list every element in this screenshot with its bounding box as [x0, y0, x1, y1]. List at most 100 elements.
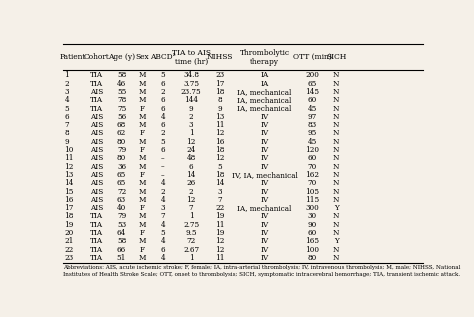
Text: 4: 4 [64, 96, 69, 104]
Text: 45: 45 [308, 105, 317, 113]
Text: AIS: AIS [90, 204, 103, 212]
Text: AIS: AIS [90, 188, 103, 196]
Text: N: N [333, 221, 339, 229]
Text: 18: 18 [64, 212, 74, 220]
Text: 20: 20 [64, 229, 73, 237]
Text: AIS: AIS [90, 154, 103, 162]
Text: IV: IV [261, 212, 269, 220]
Text: 11: 11 [64, 154, 74, 162]
Text: 51: 51 [117, 254, 126, 262]
Text: N: N [333, 146, 339, 154]
Text: 2: 2 [64, 80, 69, 88]
Text: IV: IV [261, 179, 269, 187]
Text: IA, mechanical: IA, mechanical [237, 204, 292, 212]
Text: 83: 83 [308, 121, 317, 129]
Text: N: N [333, 154, 339, 162]
Text: 90: 90 [308, 221, 317, 229]
Text: 23.75: 23.75 [181, 88, 201, 96]
Text: 12: 12 [215, 129, 224, 138]
Text: 22: 22 [215, 204, 224, 212]
Text: 66: 66 [117, 246, 126, 254]
Text: 7: 7 [217, 196, 222, 204]
Text: 3: 3 [64, 88, 69, 96]
Text: IA, mechanical: IA, mechanical [237, 88, 292, 96]
Text: N: N [333, 188, 339, 196]
Text: N: N [333, 179, 339, 187]
Text: IV: IV [261, 113, 269, 121]
Text: IA, mechanical: IA, mechanical [237, 96, 292, 104]
Text: 5: 5 [64, 105, 69, 113]
Text: IA: IA [261, 80, 269, 88]
Text: Cohort: Cohort [83, 53, 109, 61]
Text: 30: 30 [308, 212, 317, 220]
Text: 3: 3 [218, 188, 222, 196]
Text: 19: 19 [215, 229, 224, 237]
Text: 6: 6 [64, 113, 69, 121]
Text: 80: 80 [117, 154, 126, 162]
Text: Patient: Patient [60, 53, 86, 61]
Text: IV: IV [261, 254, 269, 262]
Text: 9: 9 [217, 105, 222, 113]
Text: 12: 12 [215, 154, 224, 162]
Text: F: F [140, 204, 145, 212]
Text: 58: 58 [117, 71, 126, 79]
Text: 11: 11 [215, 221, 224, 229]
Text: 18: 18 [215, 146, 224, 154]
Text: M: M [138, 221, 146, 229]
Text: IV: IV [261, 237, 269, 245]
Text: 2: 2 [160, 188, 165, 196]
Text: N: N [333, 88, 339, 96]
Text: 162: 162 [305, 171, 319, 179]
Text: 53: 53 [117, 221, 126, 229]
Text: TIA: TIA [90, 254, 103, 262]
Text: 13: 13 [215, 113, 224, 121]
Text: N: N [333, 138, 339, 146]
Text: Abbreviations: AIS, acute ischemic stroke; F, female; IA, intra-arterial thrombo: Abbreviations: AIS, acute ischemic strok… [63, 265, 460, 277]
Text: 105: 105 [305, 188, 319, 196]
Text: AIS: AIS [90, 129, 103, 138]
Text: 144: 144 [184, 96, 198, 104]
Text: 4: 4 [160, 237, 165, 245]
Text: 80: 80 [117, 138, 126, 146]
Text: IV: IV [261, 121, 269, 129]
Text: IV: IV [261, 163, 269, 171]
Text: 40: 40 [117, 204, 126, 212]
Text: OTT (min): OTT (min) [293, 53, 332, 61]
Text: 100: 100 [305, 246, 319, 254]
Text: 1: 1 [64, 71, 69, 79]
Text: IV: IV [261, 129, 269, 138]
Text: N: N [333, 105, 339, 113]
Text: 18: 18 [215, 171, 224, 179]
Text: 145: 145 [305, 88, 319, 96]
Text: TIA: TIA [90, 229, 103, 237]
Text: 115: 115 [305, 196, 319, 204]
Text: AIS: AIS [90, 179, 103, 187]
Text: 14: 14 [215, 179, 224, 187]
Text: M: M [138, 188, 146, 196]
Text: –: – [161, 171, 164, 179]
Text: TIA: TIA [90, 105, 103, 113]
Text: M: M [138, 154, 146, 162]
Text: AIS: AIS [90, 196, 103, 204]
Text: 120: 120 [305, 146, 319, 154]
Text: 63: 63 [117, 196, 126, 204]
Text: TIA to AIS
time (hr): TIA to AIS time (hr) [172, 49, 210, 66]
Text: 7: 7 [160, 212, 165, 220]
Text: TIA: TIA [90, 80, 103, 88]
Text: 2: 2 [189, 113, 193, 121]
Text: 65: 65 [117, 171, 126, 179]
Text: 46: 46 [117, 80, 126, 88]
Text: 19: 19 [215, 212, 224, 220]
Text: AIS: AIS [90, 88, 103, 96]
Text: Age (y): Age (y) [108, 53, 135, 61]
Text: ABCD²: ABCD² [150, 53, 175, 61]
Text: 7: 7 [64, 121, 69, 129]
Text: IV: IV [261, 154, 269, 162]
Text: Y: Y [334, 237, 338, 245]
Text: 17: 17 [64, 204, 74, 212]
Text: 4: 4 [160, 254, 165, 262]
Text: 6: 6 [160, 121, 165, 129]
Text: 1: 1 [189, 129, 193, 138]
Text: 3: 3 [160, 204, 165, 212]
Text: 6: 6 [160, 80, 165, 88]
